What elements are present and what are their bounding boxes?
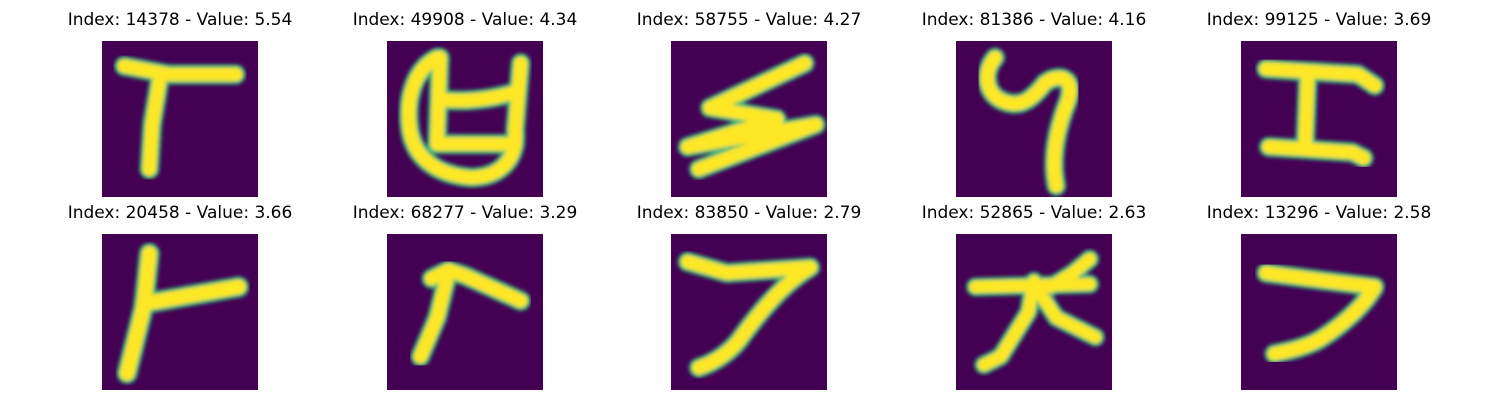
character-seven-shape-image: [671, 234, 827, 390]
panel-7: Index: 83850 - Value: 2.79: [607, 198, 891, 390]
panel-8: Index: 52865 - Value: 2.63: [892, 198, 1176, 390]
character-da-shape-image: [956, 234, 1112, 390]
panel-5: Index: 20458 - Value: 3.66: [38, 198, 322, 390]
character-bent-arm-image: [387, 234, 543, 390]
character-zigzag-image: [671, 41, 827, 197]
panel-title: Index: 20458 - Value: 3.66: [67, 203, 293, 223]
panel-title: Index: 49908 - Value: 4.34: [352, 10, 578, 30]
character-looped-u-bar-image: [387, 41, 543, 197]
character-capital-i-image: [1241, 41, 1397, 197]
panel-2: Index: 58755 - Value: 4.27: [607, 5, 891, 197]
character-vertical-with-arm-image: [102, 234, 258, 390]
panel-9: Index: 13296 - Value: 2.58: [1177, 198, 1461, 390]
panel-title: Index: 14378 - Value: 5.54: [67, 10, 293, 30]
panel-1: Index: 49908 - Value: 4.34: [323, 5, 607, 197]
panel-6: Index: 68277 - Value: 3.29: [323, 198, 607, 390]
character-hook-seven-image: [1241, 234, 1397, 390]
panel-title: Index: 13296 - Value: 2.58: [1206, 203, 1432, 223]
panel-title: Index: 99125 - Value: 3.69: [1206, 10, 1432, 30]
panel-0: Index: 14378 - Value: 5.54: [38, 5, 322, 197]
panel-title: Index: 58755 - Value: 4.27: [636, 10, 862, 30]
panel-4: Index: 99125 - Value: 3.69: [1177, 5, 1461, 197]
character-t-shape-image: [102, 41, 258, 197]
character-curled-hook-image: [956, 41, 1112, 197]
panel-3: Index: 81386 - Value: 4.16: [892, 5, 1176, 197]
panel-title: Index: 52865 - Value: 2.63: [921, 203, 1147, 223]
panel-title: Index: 68277 - Value: 3.29: [352, 203, 578, 223]
panel-title: Index: 81386 - Value: 4.16: [921, 10, 1147, 30]
panel-title: Index: 83850 - Value: 2.79: [636, 203, 862, 223]
